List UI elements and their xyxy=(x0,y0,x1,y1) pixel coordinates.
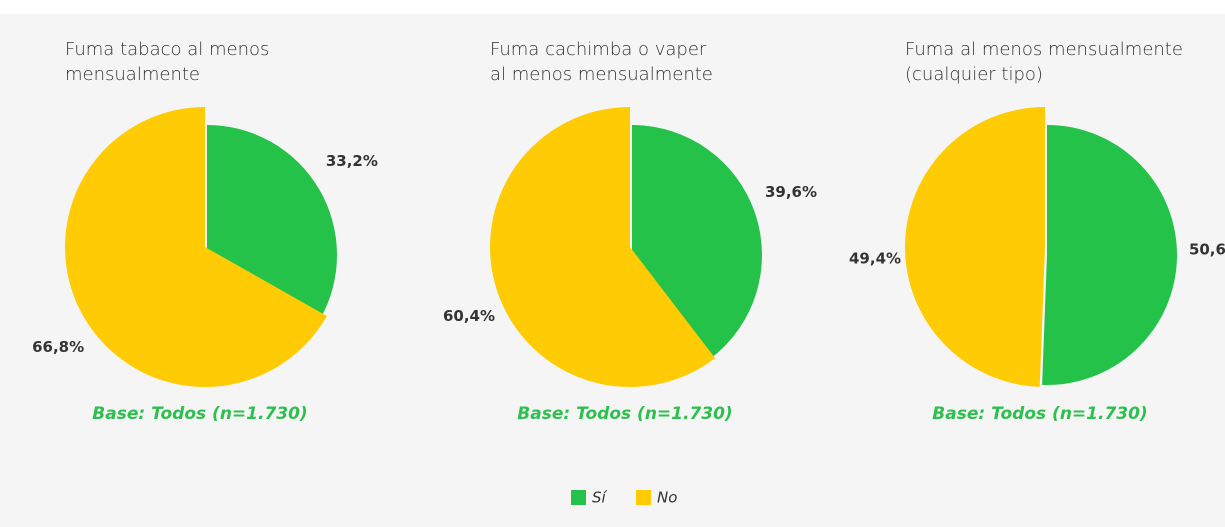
base-note: Base: Todos (n=1.730) xyxy=(92,404,307,424)
value-label: 33,2% xyxy=(326,152,378,170)
value-label: 50,6% xyxy=(1189,241,1225,259)
pie-slice xyxy=(632,125,762,359)
pie-slice xyxy=(905,107,1045,387)
pie-title: Fuma tabaco al menos xyxy=(65,39,269,60)
value-label: 49,4% xyxy=(849,249,901,267)
pie-title: Fuma al menos mensualmente xyxy=(905,39,1183,60)
pie-slice xyxy=(1042,125,1178,386)
base-note: Base: Todos (n=1.730) xyxy=(932,404,1147,424)
pie-title: mensualmente xyxy=(65,64,200,85)
legend-label: Sí xyxy=(592,489,608,507)
pie-title: al menos mensualmente xyxy=(490,64,713,85)
legend-swatch xyxy=(636,490,651,505)
pie-title: (cualquier tipo) xyxy=(905,64,1043,85)
legend-swatch xyxy=(571,490,586,505)
value-label: 66,8% xyxy=(32,338,84,356)
value-label: 60,4% xyxy=(443,307,495,325)
pie-slice xyxy=(64,107,327,388)
pie-slice xyxy=(490,107,716,388)
legend-label: No xyxy=(657,489,677,507)
pie-title: Fuma cachimba o vaper xyxy=(490,39,707,60)
base-note: Base: Todos (n=1.730) xyxy=(517,404,732,424)
value-label: 39,6% xyxy=(765,183,817,201)
